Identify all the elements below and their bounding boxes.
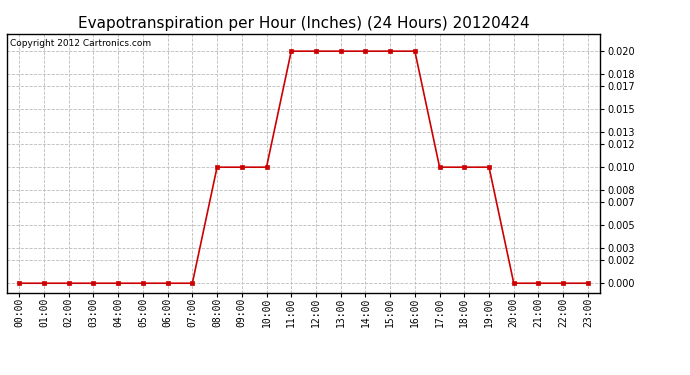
- Text: Copyright 2012 Cartronics.com: Copyright 2012 Cartronics.com: [10, 39, 151, 48]
- Title: Evapotranspiration per Hour (Inches) (24 Hours) 20120424: Evapotranspiration per Hour (Inches) (24…: [78, 16, 529, 31]
